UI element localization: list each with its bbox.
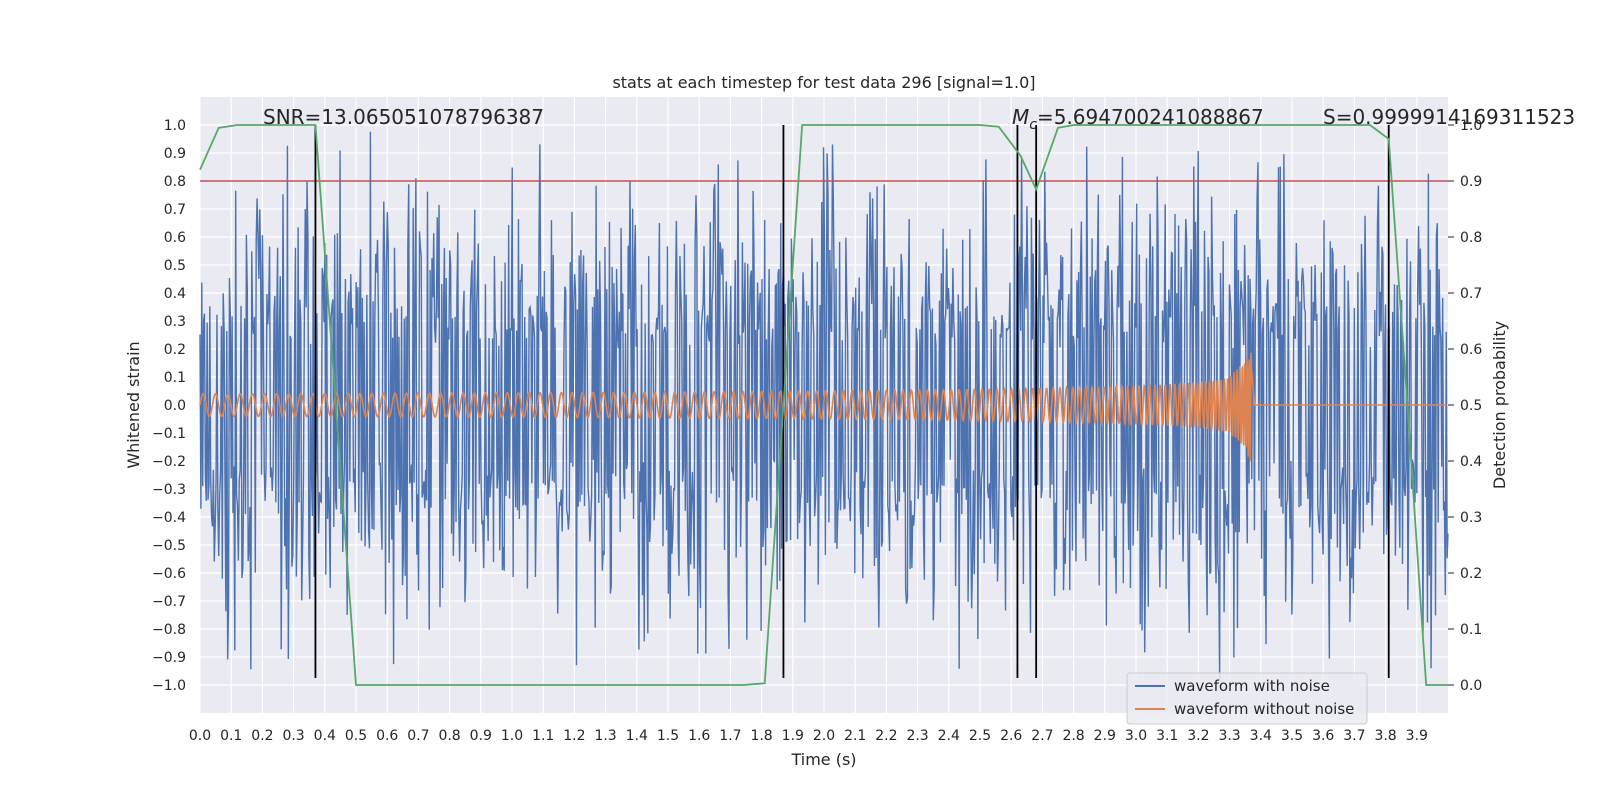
x-tick-label-22: 2.2 [875, 728, 897, 744]
x-tick-label-13: 1.3 [594, 728, 616, 744]
legend-box [1126, 672, 1368, 725]
x-tick-label-2: 0.2 [251, 728, 273, 744]
y-tick-label-19: −0.9 [152, 650, 186, 666]
y-axis-ticks: 1.0 0.9 0.8 0.7 0.6 0.5 0.4 0.3 0.2 0.1 0.0 −0.1 −0.… [152, 118, 186, 694]
y-tick-label-7: 0.3 [164, 314, 186, 330]
x-tick-label-33: 3.3 [1218, 728, 1240, 744]
y-tick-label-3: 0.7 [164, 202, 186, 218]
x-tick-label-0: 0.0 [189, 728, 211, 744]
x-tick-label-27: 2.7 [1031, 728, 1053, 744]
y2-tick-label-5: 0.5 [1460, 398, 1482, 414]
y-axis-label: Whitened strain [124, 341, 143, 468]
y2-tick-label-7: 0.3 [1460, 510, 1482, 526]
y-tick-label-10: 0.0 [164, 398, 186, 414]
x-tick-label-21: 2.1 [844, 728, 866, 744]
x-tick-label-5: 0.5 [345, 728, 367, 744]
y-tick-label-15: −0.5 [152, 538, 186, 554]
x-tick-label-17: 1.7 [719, 728, 741, 744]
x-tick-label-38: 3.8 [1374, 728, 1396, 744]
chirp-mass-subscript: c [1029, 117, 1037, 133]
legend-label-noise: waveform with noise [1174, 677, 1330, 695]
snr-annotation: SNR=13.065051078796387 [263, 105, 544, 129]
y2-tick-label-4: 0.6 [1460, 342, 1482, 358]
score-annotation: S=0.9999914169311523 [1323, 105, 1575, 129]
x-tick-label-19: 1.9 [782, 728, 804, 744]
x-tick-label-16: 1.6 [688, 728, 710, 744]
x-tick-label-15: 1.5 [657, 728, 679, 744]
x-tick-label-23: 2.3 [906, 728, 928, 744]
y-tick-label-17: −0.7 [152, 594, 186, 610]
x-tick-label-14: 1.4 [626, 728, 648, 744]
x-tick-label-9: 0.9 [470, 728, 492, 744]
x-tick-label-1: 0.1 [220, 728, 242, 744]
x-tick-label-37: 3.7 [1343, 728, 1365, 744]
y2-axis-ticks: 1.0 0.9 0.8 0.7 0.6 0.5 0.4 0.3 0.2 0.1 0.0 [1448, 118, 1482, 694]
x-tick-label-34: 3.4 [1250, 728, 1272, 744]
y-tick-label-4: 0.6 [164, 230, 186, 246]
x-tick-label-20: 2.0 [813, 728, 835, 744]
noise-waveform [199, 131, 1449, 680]
y-tick-label-8: 0.2 [164, 342, 186, 358]
y2-tick-label-2: 0.8 [1460, 230, 1482, 246]
y2-tick-label-8: 0.2 [1460, 566, 1482, 582]
x-tick-label-26: 2.6 [1000, 728, 1022, 744]
y-tick-label-12: −0.2 [152, 454, 186, 470]
y-tick-label-20: −1.0 [152, 678, 186, 694]
y-tick-label-14: −0.4 [152, 510, 186, 526]
y-tick-label-2: 0.8 [164, 174, 186, 190]
x-tick-label-35: 3.5 [1281, 728, 1303, 744]
y-tick-label-5: 0.5 [164, 258, 186, 274]
x-tick-label-29: 2.9 [1094, 728, 1116, 744]
y2-tick-label-9: 0.1 [1460, 622, 1482, 638]
x-tick-label-7: 0.7 [407, 728, 429, 744]
y-tick-label-0: 1.0 [164, 118, 186, 134]
x-tick-label-10: 1.0 [501, 728, 523, 744]
x-tick-label-28: 2.8 [1062, 728, 1084, 744]
x-tick-label-18: 1.8 [750, 728, 772, 744]
y-tick-label-11: −0.1 [152, 426, 186, 442]
x-tick-label-11: 1.1 [532, 728, 554, 744]
legend-label-clean: waveform without noise [1174, 700, 1354, 718]
noise-waveform-line [199, 131, 1449, 680]
x-tick-label-36: 3.6 [1312, 728, 1334, 744]
x-tick-label-31: 3.1 [1156, 728, 1178, 744]
y-tick-label-9: 0.1 [164, 370, 186, 386]
x-tick-label-32: 3.2 [1187, 728, 1209, 744]
x-tick-label-24: 2.4 [938, 728, 960, 744]
chirp-mass-symbol: M [1012, 105, 1029, 129]
x-tick-label-4: 0.4 [314, 728, 336, 744]
y-tick-label-6: 0.4 [164, 286, 186, 302]
x-tick-label-30: 3.0 [1125, 728, 1147, 744]
legend: waveform with noise waveform without noi… [1126, 672, 1368, 725]
chirp-mass-value: =5.694700241088867 [1037, 105, 1264, 129]
clean-waveform-line [199, 352, 1447, 462]
y2-tick-label-1: 0.9 [1460, 174, 1482, 190]
x-tick-label-6: 0.6 [376, 728, 398, 744]
detection-probability-line [199, 124, 1448, 686]
detection-probability [199, 124, 1448, 686]
y2-tick-label-10: 0.0 [1460, 678, 1482, 694]
y2-axis-label: Detection probability [1490, 321, 1509, 489]
y-tick-label-16: −0.6 [152, 566, 186, 582]
y-tick-label-1: 0.9 [164, 146, 186, 162]
x-tick-label-39: 3.9 [1406, 728, 1428, 744]
x-tick-label-3: 0.3 [282, 728, 304, 744]
x-tick-label-25: 2.5 [969, 728, 991, 744]
chart-title: stats at each timestep for test data 296… [612, 73, 1035, 92]
y-tick-label-13: −0.3 [152, 482, 186, 498]
y2-tick-label-0: 1.0 [1460, 118, 1482, 134]
x-tick-label-12: 1.2 [563, 728, 585, 744]
x-axis-label: Time (s) [790, 750, 856, 769]
y2-tick-label-6: 0.4 [1460, 454, 1482, 470]
event-markers [200, 125, 1448, 678]
x-tick-label-8: 0.8 [438, 728, 460, 744]
y2-tick-label-3: 0.7 [1460, 286, 1482, 302]
clean-waveform [199, 352, 1447, 462]
x-axis-ticks: 0.0 0.1 0.2 0.3 0.4 0.5 0.6 0.7 0.8 0.9 1.0 1.1 1.2 1… [189, 728, 1428, 744]
y-tick-label-18: −0.8 [152, 622, 186, 638]
chirp-mass-annotation: Mc=5.694700241088867 [1012, 105, 1264, 133]
